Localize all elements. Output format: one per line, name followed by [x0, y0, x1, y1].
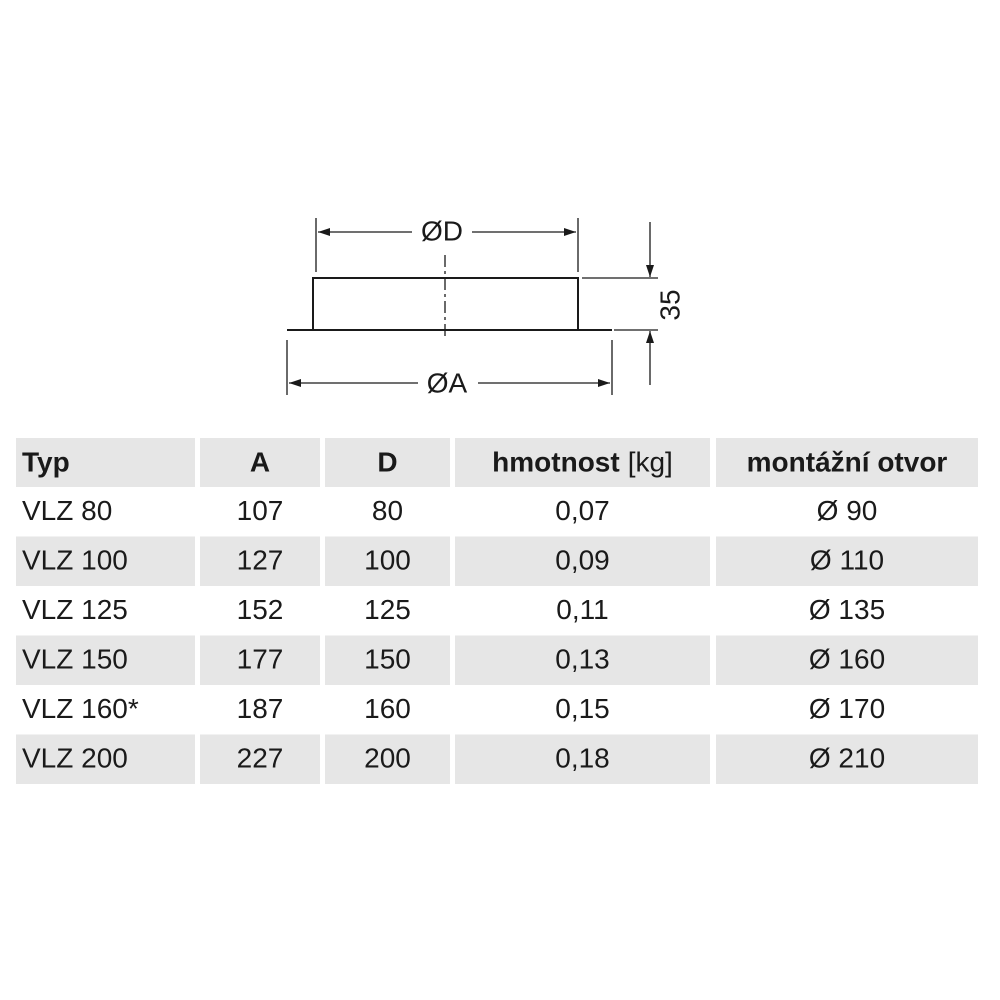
header-label: montážní otvor	[747, 447, 948, 478]
header-cell	[200, 438, 320, 487]
technical-drawing: ØD ØA 35	[286, 215, 685, 399]
table-cell: 107	[237, 495, 284, 526]
table-cell: 0,13	[555, 644, 610, 675]
table-cell: Ø 210	[809, 743, 885, 774]
header-label: A	[250, 447, 270, 478]
row-shade	[200, 536, 320, 586]
table-cell: 127	[237, 545, 284, 576]
column-header: A	[250, 447, 270, 478]
header-cell	[16, 438, 195, 487]
table-cell: Ø 135	[809, 594, 885, 625]
table-cell: 0,11	[556, 594, 608, 625]
table-cell: VLZ 125	[22, 594, 128, 625]
dimension-label: ØA	[427, 367, 468, 398]
column-header: D	[377, 447, 397, 478]
row-shade	[325, 734, 450, 784]
table-cell: 187	[237, 693, 284, 724]
row-shade	[455, 635, 710, 685]
row-shade	[716, 734, 978, 784]
table-cell: VLZ 160*	[22, 693, 139, 724]
header-label: D	[377, 447, 397, 478]
header-unit: [kg]	[628, 447, 673, 478]
row-shade	[716, 536, 978, 586]
table-cell: 0,07	[555, 495, 610, 526]
table-cell: VLZ 200	[22, 743, 128, 774]
row-shade	[200, 734, 320, 784]
table-cell: VLZ 80	[22, 495, 112, 526]
row-shade	[325, 536, 450, 586]
table-cell: Ø 170	[809, 693, 885, 724]
row-shade	[16, 536, 195, 586]
table-cell: 150	[364, 644, 411, 675]
header-label: hmotnost	[492, 447, 620, 478]
column-header: Typ	[22, 447, 70, 478]
table-cell: 0,09	[555, 545, 610, 576]
row-shade	[16, 635, 195, 685]
dimension-label: ØD	[421, 215, 463, 246]
column-header: montážní otvor	[747, 447, 948, 478]
label-bg	[418, 367, 478, 399]
table-cell: 200	[364, 743, 411, 774]
header-cell	[716, 438, 978, 487]
table-cell: Ø 90	[817, 495, 878, 526]
dimension-label: 35	[654, 289, 685, 320]
table-cell: VLZ 100	[22, 545, 128, 576]
row-shade	[325, 635, 450, 685]
row-shade	[716, 635, 978, 685]
table-cell: Ø 110	[810, 545, 884, 576]
table-cell: 160	[364, 693, 411, 724]
column-header: hmotnost [kg]	[492, 447, 673, 478]
header-cell	[455, 438, 710, 487]
header-cell	[325, 438, 450, 487]
row-shade	[200, 635, 320, 685]
row-shade	[455, 734, 710, 784]
table-cell: 177	[237, 644, 284, 675]
table-cell: 80	[372, 495, 403, 526]
table-cell: 152	[237, 594, 284, 625]
table-cell: 0,18	[555, 743, 610, 774]
table-cell: 0,15	[555, 693, 610, 724]
row-shade	[455, 536, 710, 586]
table-cell: 100	[364, 545, 411, 576]
header-label: Typ	[22, 447, 70, 478]
label-bg	[412, 216, 472, 248]
table-cell: 227	[237, 743, 284, 774]
row-shade	[16, 734, 195, 784]
table-cell: Ø 160	[809, 644, 885, 675]
table-cell: VLZ 150	[22, 644, 128, 675]
table-cell: 125	[364, 594, 411, 625]
